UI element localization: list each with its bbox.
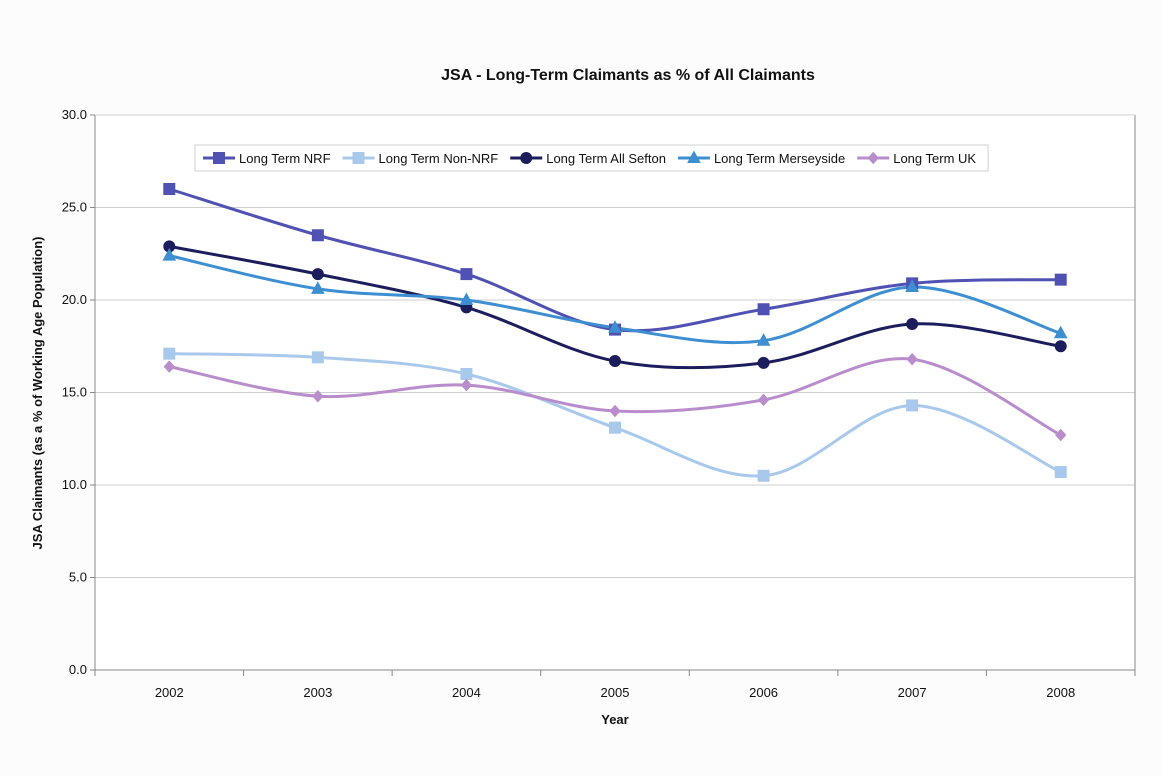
data-point-2 xyxy=(609,421,621,434)
legend-label: Long Term Non-NRF xyxy=(379,151,499,166)
y-tick-label: 25.0 xyxy=(62,200,87,215)
x-tick-label: 2007 xyxy=(898,685,927,700)
series-markers xyxy=(162,183,1068,482)
data-point-2 xyxy=(906,399,919,412)
legend-marker xyxy=(213,152,225,164)
legend-label: Long Term NRF xyxy=(239,151,331,166)
x-tick-label: 2006 xyxy=(749,685,778,700)
data-point-3 xyxy=(311,268,324,281)
data-point-1 xyxy=(757,303,770,316)
data-point-5 xyxy=(609,404,621,418)
x-tick-label: 2005 xyxy=(601,685,630,700)
data-point-5 xyxy=(1055,428,1067,442)
x-tick-label: 2008 xyxy=(1046,685,1075,700)
y-tick-label: 0.0 xyxy=(69,662,87,677)
y-tick-label: 20.0 xyxy=(62,292,87,307)
data-point-3 xyxy=(609,355,621,368)
y-tick-label: 15.0 xyxy=(62,385,87,400)
data-point-5 xyxy=(460,378,473,392)
data-point-2 xyxy=(1054,466,1067,479)
y-tick-label: 10.0 xyxy=(62,477,87,492)
data-point-4 xyxy=(162,248,177,261)
legend: Long Term NRF Long Term Non-NRF Long Term … xyxy=(194,144,989,172)
legend-box xyxy=(194,144,989,172)
y-tick-label: 5.0 xyxy=(69,570,87,585)
legend-label: Long Term All Sefton xyxy=(546,151,666,166)
y-tick-label: 30.0 xyxy=(62,107,87,122)
data-point-3 xyxy=(757,356,770,369)
data-point-4 xyxy=(459,292,474,305)
legend-marker xyxy=(520,152,533,164)
legend-marker xyxy=(867,151,879,165)
x-axis-title: Year xyxy=(601,712,628,727)
legend-marker xyxy=(687,150,701,163)
y-axis-title: JSA Claimants (as a % of Working Age Pop… xyxy=(30,236,45,549)
legend-label: Long Term Merseyside xyxy=(714,151,845,166)
data-point-3 xyxy=(906,318,919,331)
data-point-4 xyxy=(905,279,919,293)
legend-marker xyxy=(352,152,365,164)
legend-label: Long Term UK xyxy=(893,151,976,166)
data-point-4 xyxy=(756,333,771,346)
y-axis: 0.0 5.0 10.0 15.0 20.0 25.0 30.0 xyxy=(62,107,96,677)
data-point-2 xyxy=(460,368,473,380)
data-point-2 xyxy=(163,347,176,360)
x-tick-label: 2004 xyxy=(452,685,481,700)
data-point-2 xyxy=(757,469,770,482)
data-point-5 xyxy=(906,352,918,366)
data-point-1 xyxy=(311,229,324,242)
data-point-1 xyxy=(460,268,473,281)
x-tick-label: 2002 xyxy=(155,685,184,700)
data-point-3 xyxy=(1054,340,1067,353)
x-axis: 2002 2003 2004 2005 2006 2007 2008 xyxy=(94,114,1136,700)
data-point-4 xyxy=(1053,325,1068,339)
data-point-4 xyxy=(608,320,622,333)
data-point-5 xyxy=(163,360,175,373)
x-tick-label: 2003 xyxy=(303,685,332,700)
data-point-2 xyxy=(311,351,324,364)
data-point-1 xyxy=(163,183,176,195)
data-point-5 xyxy=(312,389,324,403)
gridlines xyxy=(95,114,1135,670)
data-point-5 xyxy=(757,393,770,407)
data-point-1 xyxy=(1054,273,1067,286)
chart-title: JSA - Long-Term Claimants as % of All Cl… xyxy=(441,67,815,84)
data-point-4 xyxy=(311,281,325,294)
